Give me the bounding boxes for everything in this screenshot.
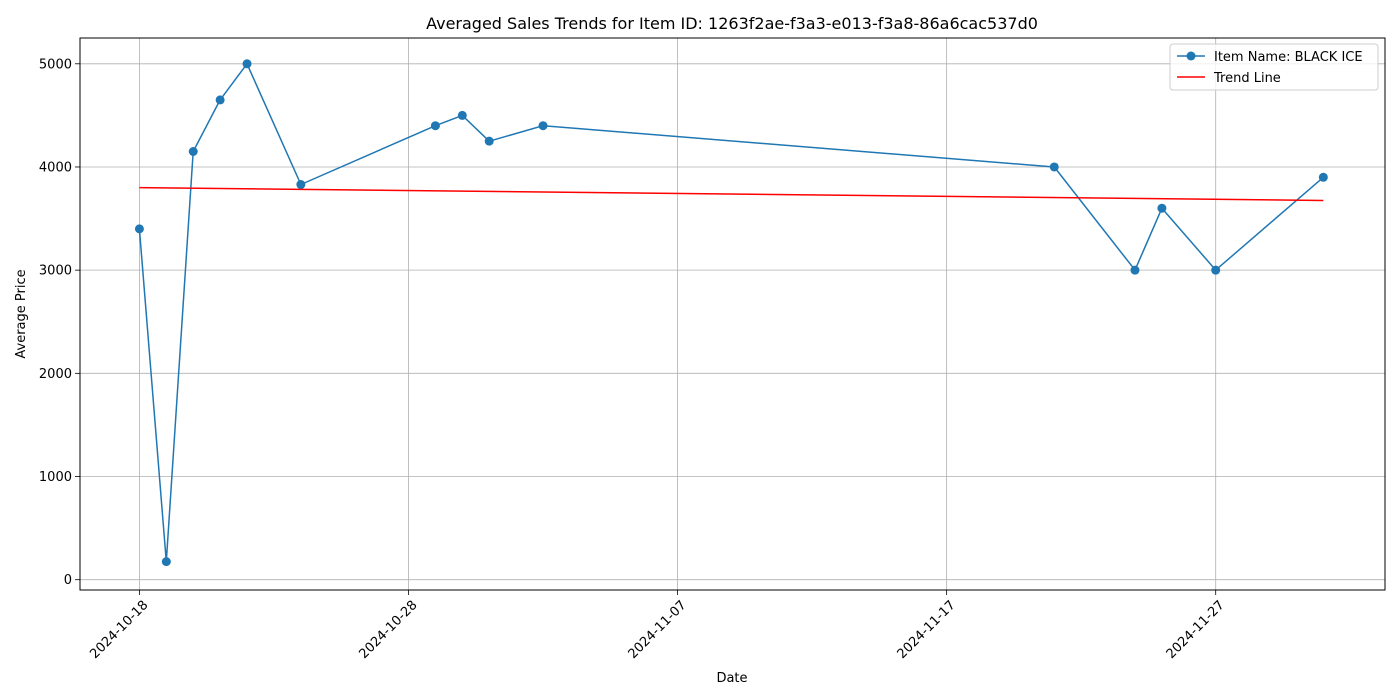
- chart-title: Averaged Sales Trends for Item ID: 1263f…: [426, 14, 1038, 33]
- data-point: [161, 557, 171, 567]
- data-point: [1130, 265, 1140, 275]
- y-tick-label: 3000: [39, 264, 72, 279]
- data-point: [1318, 172, 1328, 182]
- data-point: [1157, 203, 1167, 213]
- x-axis-ticks: 2024-10-18 2024-10-28 2024-11-07 2024-11-17…: [87, 590, 1228, 662]
- legend-label-series-1: Trend Line: [1213, 71, 1281, 86]
- y-tick-label: 5000: [39, 57, 72, 72]
- x-tick-label: 2024-11-17: [895, 598, 959, 662]
- data-point: [457, 110, 467, 120]
- data-point: [538, 121, 548, 131]
- data-point: [242, 59, 252, 69]
- data-point: [484, 136, 494, 146]
- y-axis-ticks: 0 1000 2000 3000 4000 5000: [39, 57, 80, 588]
- x-tick-label: 2024-10-18: [87, 598, 151, 662]
- y-tick-label: 4000: [39, 160, 72, 175]
- legend-label-series-0: Item Name: BLACK ICE: [1214, 50, 1363, 65]
- legend: Item Name: BLACK ICE Trend Line: [1169, 43, 1379, 91]
- trend-line: [139, 186, 1324, 202]
- x-axis-label: Date: [716, 671, 747, 686]
- plot-frame: [79, 37, 1386, 591]
- y-tick-label: 1000: [39, 470, 72, 485]
- y-tick-label: 2000: [39, 367, 72, 382]
- series-group: [134, 59, 1328, 567]
- legend-marker-series-0: [1186, 51, 1196, 61]
- data-point: [430, 121, 440, 131]
- x-tick-label: 2024-11-07: [626, 598, 690, 662]
- series-line-black-ice: [138, 63, 1324, 563]
- data-point: [1049, 162, 1059, 172]
- y-tick-label: 0: [64, 573, 72, 588]
- x-tick-label: 2024-10-28: [356, 598, 420, 662]
- legend-box: [1169, 43, 1379, 91]
- data-point: [215, 95, 225, 105]
- x-tick-label: 2024-11-27: [1164, 598, 1228, 662]
- data-point: [1211, 265, 1221, 275]
- data-point: [188, 146, 198, 156]
- data-point: [296, 180, 306, 190]
- data-point: [134, 224, 144, 234]
- y-axis-label: Average Price: [14, 269, 29, 358]
- grid-lines: [80, 38, 1385, 590]
